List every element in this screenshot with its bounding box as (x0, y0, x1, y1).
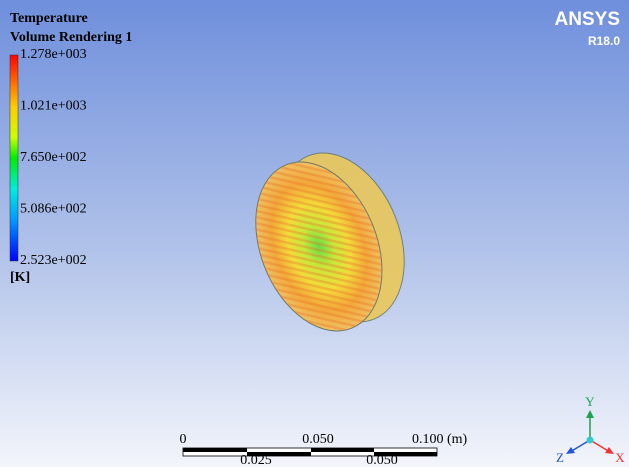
legend-unit: [K] (10, 270, 30, 285)
legend-label: 2.523e+002 (20, 253, 87, 268)
axis-y-label: Y (585, 394, 595, 409)
legend-label: 5.086e+002 (20, 202, 87, 217)
scale-label: 0.050 (302, 432, 334, 447)
brand-name: ANSYS (555, 9, 620, 30)
legend-subtitle: Volume Rendering 1 (10, 30, 132, 45)
legend-title: Temperature (10, 11, 88, 26)
legend-label: 1.021e+003 (20, 99, 87, 114)
brand-version: R18.0 (588, 34, 620, 48)
scale-label: 0.050 (366, 453, 398, 467)
scale-label: 0.025 (240, 453, 272, 467)
axis-x-label: X (615, 450, 625, 465)
color-bar (10, 55, 18, 261)
legend-label: 7.650e+002 (20, 150, 87, 165)
scale-label: 0.100 (m) (412, 432, 468, 447)
scale-bar (183, 448, 437, 456)
viewport: Temperature Volume Rendering 1 1.278e+00… (0, 0, 629, 467)
legend-label: 1.278e+003 (20, 47, 87, 62)
axis-z-label: Z (556, 450, 564, 465)
scale-label: 0 (180, 432, 187, 447)
